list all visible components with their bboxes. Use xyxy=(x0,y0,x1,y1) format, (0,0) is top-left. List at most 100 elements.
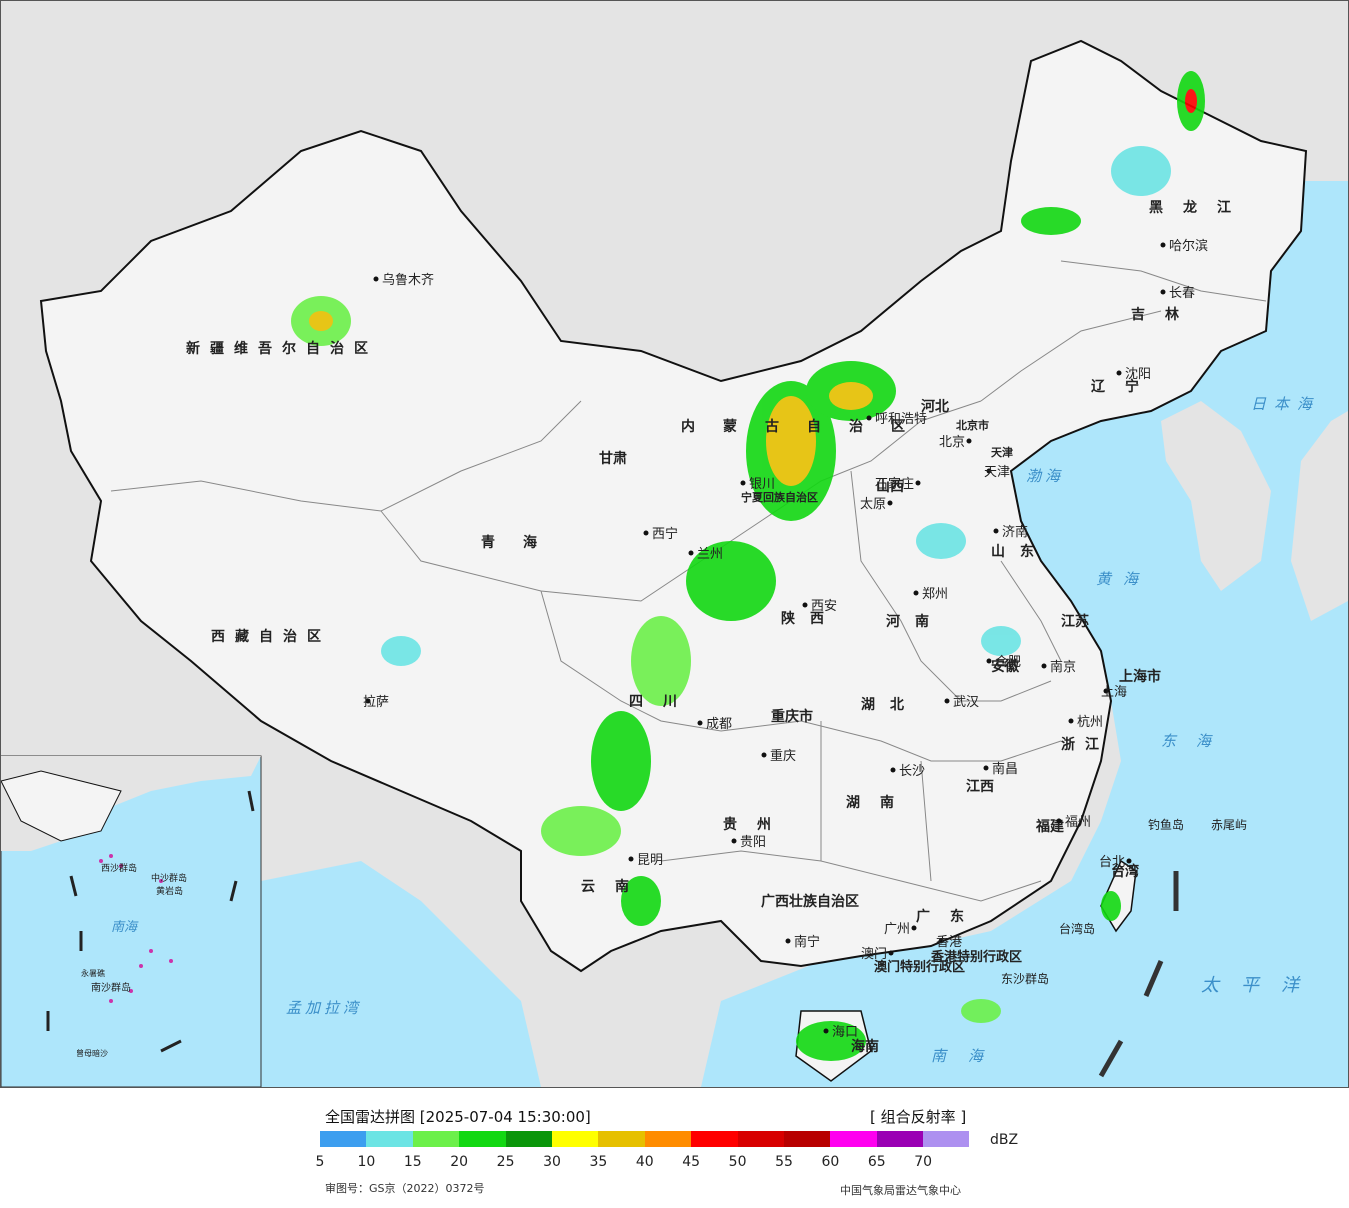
scale-tick-labels: 5 10 15 20 25 30 35 40 45 50 55 60 65 70 xyxy=(0,1154,1349,1172)
city-label: 乌鲁木齐 xyxy=(382,272,434,288)
city-label: 石家庄 xyxy=(875,476,914,492)
city-label: 台北 xyxy=(1099,855,1125,870)
city-label: 郑州 xyxy=(922,587,948,602)
province-label: 黑龙江 xyxy=(1149,199,1251,216)
city-dot xyxy=(888,950,894,956)
city-label: 上海 xyxy=(1101,685,1127,700)
province-label: 甘肃 xyxy=(599,450,627,467)
legend-title: 全国雷达拼图 [2025-07-04 15:30:00] xyxy=(325,1108,591,1126)
product-name: [ 组合反射率 ] xyxy=(870,1108,967,1126)
legend-panel: 全国雷达拼图 [2025-07-04 15:30:00] [ 组合反射率 ] d… xyxy=(0,1088,1349,1208)
inset-label: 永暑礁 xyxy=(81,968,105,978)
scale-color-cell xyxy=(923,1131,970,1147)
inset-label: 西沙群岛 xyxy=(101,862,137,874)
city-dot xyxy=(1068,718,1074,724)
city-label: 成都 xyxy=(706,717,732,732)
scale-unit: dBZ xyxy=(990,1132,1019,1148)
city-dot xyxy=(890,767,896,773)
scale-tick-label: 20 xyxy=(450,1154,469,1170)
city-dot xyxy=(731,838,737,844)
scale-tick-label: 30 xyxy=(543,1154,561,1170)
city-dot xyxy=(373,276,379,282)
scale-tick-label: 65 xyxy=(867,1154,886,1170)
scale-color-cell xyxy=(783,1131,831,1147)
china-outline xyxy=(39,39,1308,973)
city-dot xyxy=(628,856,634,862)
province-borders xyxy=(110,260,1267,902)
inset-label: 南海 xyxy=(111,920,139,935)
scale-color-cell xyxy=(644,1131,692,1147)
scale-color-cell xyxy=(691,1131,738,1147)
province-label: 山东 xyxy=(991,543,1049,560)
island-label: 东沙群岛 xyxy=(1001,971,1049,986)
sea-label: 黄海 xyxy=(1096,570,1150,588)
province-label: 陕西 xyxy=(781,610,839,627)
agency-name: 中国气象局雷达气象中心 xyxy=(840,1184,961,1197)
scale-tick-label: 10 xyxy=(357,1154,376,1170)
province-label: 辽宁 xyxy=(1091,378,1159,395)
island-label: 钓鱼岛 xyxy=(1148,817,1184,832)
scale-tick-label: 15 xyxy=(403,1154,422,1170)
radar-map: 新疆维吾尔自治区 西藏自治区 青海 甘肃 内蒙古自治区 黑龙江 吉林 辽宁 河北 山西 山东 河南 陕西… xyxy=(0,0,1349,1088)
city-dot xyxy=(911,925,917,931)
province-label: 河北 xyxy=(921,398,949,415)
scale-color-cell xyxy=(876,1131,924,1147)
province-label: 内蒙古自治区 xyxy=(681,418,933,435)
scale-tick-label: 70 xyxy=(914,1154,933,1170)
province-label: 澳门特别行政区 xyxy=(874,959,965,975)
city-dot xyxy=(986,658,992,664)
province-label: 湖南 xyxy=(846,794,914,811)
city-dot xyxy=(938,938,944,944)
city-label: 济南 xyxy=(1002,524,1028,540)
province-label: 江西 xyxy=(966,778,994,795)
city-dot xyxy=(1160,289,1166,295)
city-dot xyxy=(1103,688,1109,694)
city-label: 拉萨 xyxy=(363,695,389,710)
province-label: 安徽 xyxy=(991,658,1020,675)
city-dot xyxy=(802,602,808,608)
city-dot xyxy=(966,438,972,444)
maritime-boundary xyxy=(1098,871,1179,1078)
scale-tick-label: 5 xyxy=(315,1154,325,1170)
sea-label: 渤海 xyxy=(1026,467,1064,485)
city-label: 澳门 xyxy=(861,946,887,962)
scale-tick-label: 35 xyxy=(589,1154,608,1170)
city-label: 长春 xyxy=(1169,286,1195,301)
city-label: 北京 xyxy=(939,435,965,450)
city-dot xyxy=(1056,818,1062,824)
scale-color-cell xyxy=(366,1131,413,1147)
scale-color-cell xyxy=(551,1131,599,1147)
city-dot xyxy=(823,1028,829,1034)
japan-land xyxy=(1291,411,1348,621)
city-label: 海口 xyxy=(832,1025,858,1040)
city-dot xyxy=(887,500,893,506)
province-label: 云南 xyxy=(581,878,649,895)
city-label: 银川 xyxy=(749,477,775,492)
province-label: 四川 xyxy=(629,694,697,710)
scale-color-cell xyxy=(737,1131,784,1147)
city-dot xyxy=(697,720,703,726)
province-label: 台湾 xyxy=(1111,863,1139,880)
province-label: 天津 xyxy=(991,445,1013,459)
city-dot xyxy=(1160,242,1166,248)
city-dot xyxy=(915,480,921,486)
city-dot xyxy=(944,698,950,704)
scale-tick-label: 40 xyxy=(635,1154,654,1170)
city-label: 呼和浩特 xyxy=(875,412,927,427)
province-label: 北京市 xyxy=(956,418,989,432)
city-label: 哈尔滨 xyxy=(1169,238,1208,254)
color-scale xyxy=(320,1131,970,1147)
province-label: 海南 xyxy=(851,1038,879,1055)
scale-tick-label: 50 xyxy=(728,1154,747,1170)
scale-color-cell xyxy=(598,1131,645,1147)
city-dot xyxy=(761,752,767,758)
city-dot xyxy=(913,590,919,596)
city-label: 贵阳 xyxy=(740,835,766,850)
city-label: 合肥 xyxy=(995,655,1021,670)
scale-tick-label: 55 xyxy=(775,1154,793,1170)
inset-label: 中沙群岛 xyxy=(151,872,187,884)
island-label: 台湾岛 xyxy=(1059,921,1095,936)
